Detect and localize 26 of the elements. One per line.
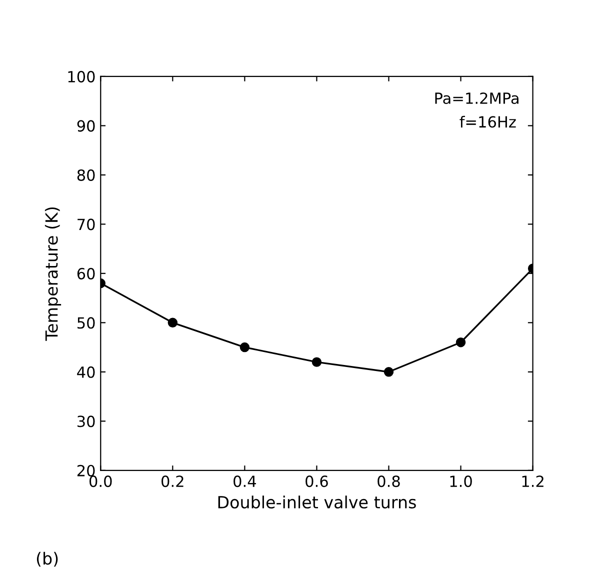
x-axis-title: Double-inlet valve turns xyxy=(218,496,416,509)
y-tick-label: 40 xyxy=(77,366,95,378)
point xyxy=(240,342,250,352)
text: (b) xyxy=(36,552,58,567)
y-axis-title: Temperature (K) xyxy=(44,207,62,341)
y-tick-label: 80 xyxy=(77,169,95,181)
x-tick-label: 0.8 xyxy=(378,476,400,488)
point xyxy=(312,357,322,367)
x-tick-label: 0.6 xyxy=(306,476,328,488)
y-tick-label: 30 xyxy=(78,416,95,428)
x-tick-label: 0.0 xyxy=(90,476,112,488)
y-tick-label: 60 xyxy=(77,268,95,280)
annotation: f=16Hz xyxy=(460,116,516,128)
y-tick-label: 90 xyxy=(77,120,95,132)
annotation: Pa=1.2MPa xyxy=(435,92,518,104)
point xyxy=(384,367,394,377)
y-tick-label: 50 xyxy=(78,317,95,329)
x-tick-label: 0.2 xyxy=(162,476,184,488)
x-tick-label: 1.2 xyxy=(522,476,544,487)
point xyxy=(456,338,466,348)
y-tick-label: 70 xyxy=(78,218,95,230)
x-tick-label: 0.4 xyxy=(234,476,256,488)
y-tick-label: 20 xyxy=(77,464,95,476)
x-tick-label: 1.0 xyxy=(450,476,472,488)
y-tick-label: 100 xyxy=(68,70,95,82)
point xyxy=(168,318,178,328)
